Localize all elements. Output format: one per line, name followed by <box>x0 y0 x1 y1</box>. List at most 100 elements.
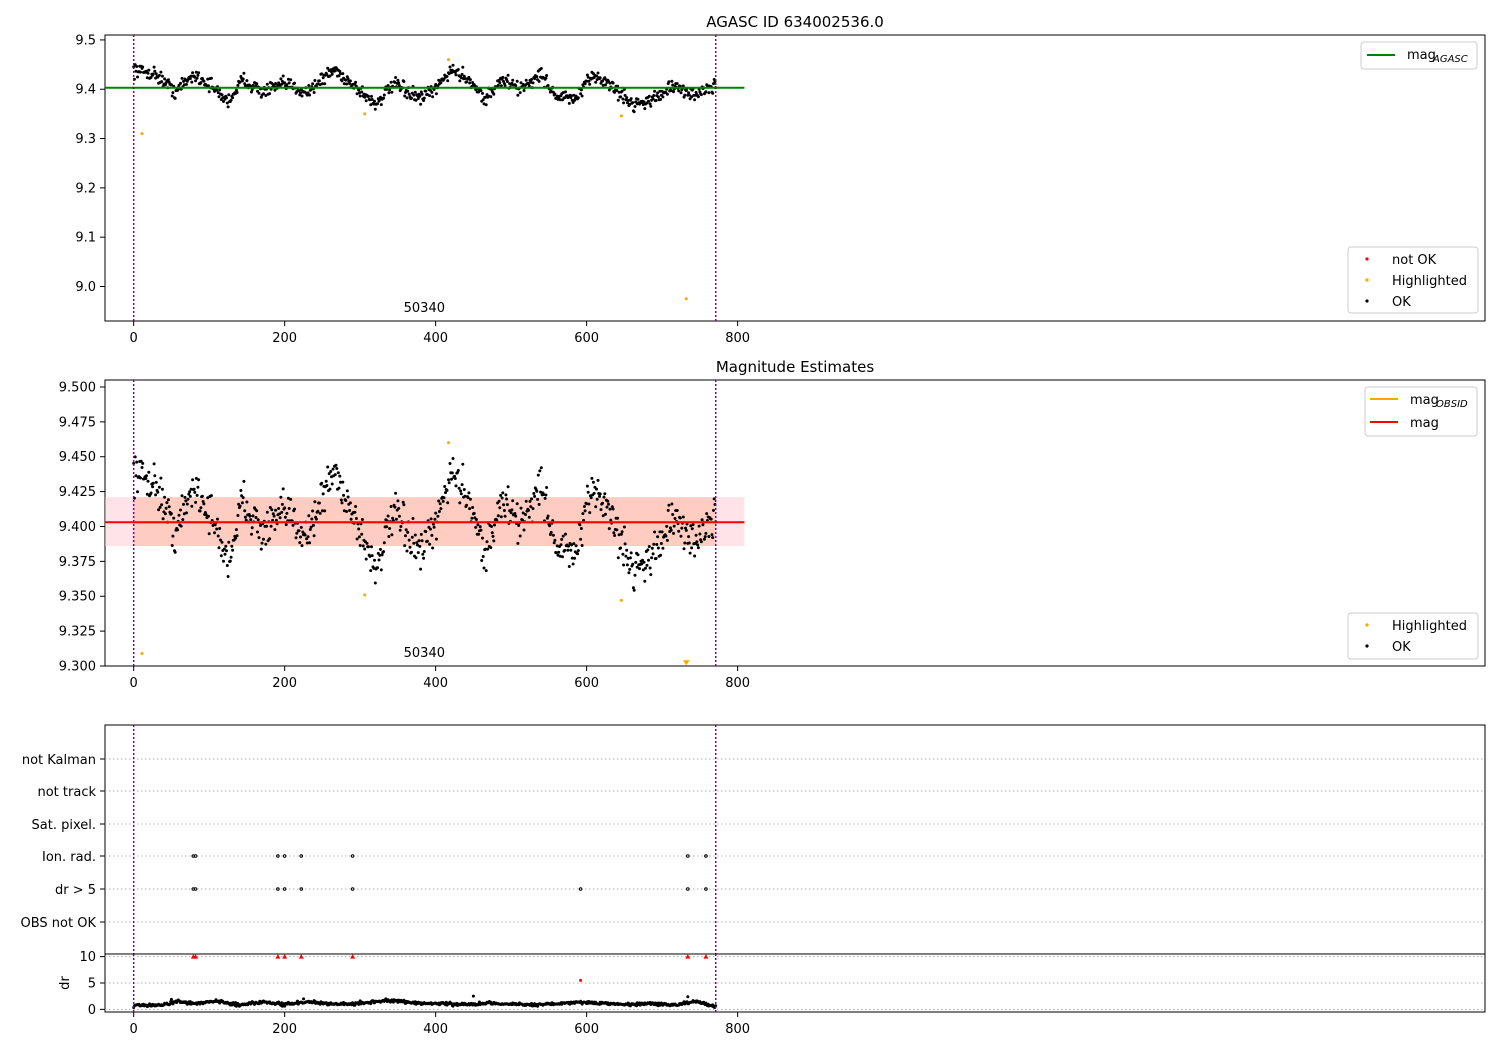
ok-point <box>500 496 504 500</box>
ok-point <box>442 496 446 500</box>
observation-label: 50340 <box>404 646 445 661</box>
ok-point <box>612 531 616 535</box>
ok-point <box>499 493 503 497</box>
ok-point <box>537 502 541 506</box>
ok-point <box>684 528 688 532</box>
ok-point <box>298 541 302 545</box>
dr-point <box>169 997 173 1001</box>
ok-point <box>712 508 715 512</box>
ok-point <box>458 79 462 83</box>
ok-point <box>274 518 278 522</box>
ok-point <box>594 505 598 509</box>
ok-point <box>159 476 163 480</box>
ok-point <box>461 65 465 69</box>
ok-point <box>231 548 235 552</box>
ok-point <box>227 540 231 544</box>
ok-point <box>570 543 573 547</box>
ok-point <box>623 542 627 546</box>
ok-point <box>675 509 679 512</box>
ok-point <box>603 492 607 496</box>
ok-point <box>693 554 697 558</box>
ok-point <box>647 545 651 548</box>
ok-point <box>456 469 460 472</box>
ok-point <box>601 514 605 518</box>
ok-point <box>707 91 711 95</box>
ok-point <box>353 510 357 514</box>
ok-point <box>430 90 434 94</box>
ok-point <box>524 499 528 503</box>
ok-point <box>521 83 525 86</box>
ok-point <box>357 535 361 539</box>
ok-point <box>511 499 515 503</box>
ok-point <box>524 78 528 82</box>
ok-point <box>226 575 230 578</box>
ok-point <box>680 526 684 530</box>
dr-clipped-marker <box>275 954 281 959</box>
ok-point <box>576 552 580 556</box>
ok-point <box>645 563 649 567</box>
ok-point <box>320 82 324 86</box>
ok-point <box>481 536 484 540</box>
ok-point <box>585 79 589 83</box>
ok-point <box>471 81 475 84</box>
ok-point <box>658 89 662 93</box>
ok-point <box>277 507 281 510</box>
ok-point <box>622 525 626 529</box>
ok-point <box>166 498 170 502</box>
ok-point <box>492 92 496 96</box>
ok-point <box>712 497 716 501</box>
ok-point <box>532 492 536 495</box>
ok-point <box>397 81 401 85</box>
ok-point <box>418 544 422 548</box>
ok-point <box>141 65 145 69</box>
ok-point <box>159 70 163 74</box>
ok-point <box>450 471 454 475</box>
ok-point <box>173 550 177 554</box>
ok-point <box>280 510 284 514</box>
ok-point <box>696 543 700 547</box>
ok-point <box>539 67 543 70</box>
ok-point <box>379 95 382 99</box>
ok-point <box>580 544 584 547</box>
legend-label-mag: mag <box>1410 393 1439 408</box>
ok-point <box>628 556 632 560</box>
ok-point <box>497 499 501 503</box>
ok-point <box>281 487 285 491</box>
ok-point <box>399 525 403 528</box>
flag-point <box>193 854 198 858</box>
ok-point <box>209 76 213 80</box>
flag-point <box>282 887 287 891</box>
ok-point <box>163 512 167 516</box>
ok-point <box>416 97 420 100</box>
ok-point <box>454 73 458 77</box>
ok-point <box>696 546 700 550</box>
legend-label-mag: mag <box>1407 48 1436 63</box>
ok-point <box>419 532 423 536</box>
ok-point <box>434 511 438 515</box>
ok-point <box>450 71 453 75</box>
ok-point <box>226 105 230 109</box>
y-tick-label: 9.4 <box>75 83 96 98</box>
ok-point <box>711 91 715 95</box>
ok-point <box>543 496 547 500</box>
dr-point <box>302 997 306 1001</box>
ok-point <box>238 80 242 84</box>
ok-point <box>521 518 524 522</box>
ok-point <box>420 92 424 96</box>
ok-point <box>515 502 519 506</box>
ok-point <box>447 481 451 485</box>
y-tick-label: 10 <box>79 950 96 965</box>
ok-point <box>318 511 322 515</box>
ok-point <box>194 79 198 83</box>
ok-point <box>271 512 275 516</box>
ok-point <box>517 524 521 527</box>
ok-point <box>682 547 686 551</box>
x-tick-label: 400 <box>423 676 448 691</box>
ok-point <box>669 528 673 532</box>
ok-point <box>511 78 515 82</box>
ok-point <box>629 551 633 555</box>
ok-point <box>297 529 301 533</box>
ok-point <box>196 73 200 77</box>
dr-clipped-marker <box>298 954 304 959</box>
ok-point <box>681 84 685 88</box>
